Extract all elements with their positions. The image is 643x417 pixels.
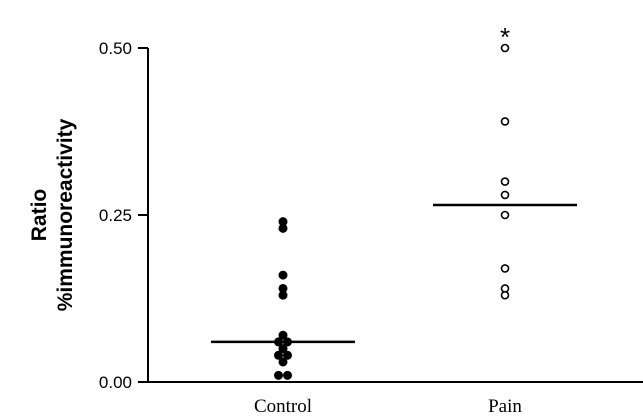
- control-data-point: [278, 290, 288, 300]
- control-data-point: [278, 357, 288, 367]
- control-data-point: [278, 330, 288, 340]
- control-data-point: [278, 344, 288, 354]
- control-data-point: [274, 350, 283, 360]
- x-category-labels: Control Pain: [254, 396, 522, 417]
- control-data-point: [283, 350, 292, 360]
- pain-data-point: [500, 177, 510, 186]
- y-tick-label: 0.00: [99, 373, 132, 392]
- control-data-point: [274, 370, 283, 380]
- control-data-point: [274, 337, 283, 347]
- y-axis-title: Ratio %immunoreactivity: [28, 118, 77, 311]
- pain-data-point: [500, 190, 510, 200]
- pain-data-point: [500, 43, 510, 53]
- median-lines: [211, 203, 577, 344]
- pain-data-point: [500, 290, 510, 300]
- x-category-label: Pain: [488, 396, 522, 417]
- y-axis-label-line1: Ratio: [28, 189, 51, 242]
- x-category-label: Control: [254, 396, 312, 417]
- pain-data-point: [500, 117, 510, 126]
- y-axis-label-line2: %immunoreactivity: [54, 118, 77, 311]
- data-points: [274, 43, 510, 380]
- pain-data-point: [500, 210, 510, 220]
- control-data-point: [283, 370, 292, 380]
- y-tick-label: 0.25: [99, 206, 132, 225]
- control-data-point: [283, 337, 292, 347]
- control-data-point: [278, 270, 288, 280]
- y-tick-label: 0.50: [99, 39, 132, 58]
- significance-asterisk: *: [500, 22, 510, 52]
- control-data-point: [278, 223, 288, 233]
- pain-data-point: [500, 264, 510, 273]
- y-ticks: 0.00 0.25 0.50: [99, 39, 148, 392]
